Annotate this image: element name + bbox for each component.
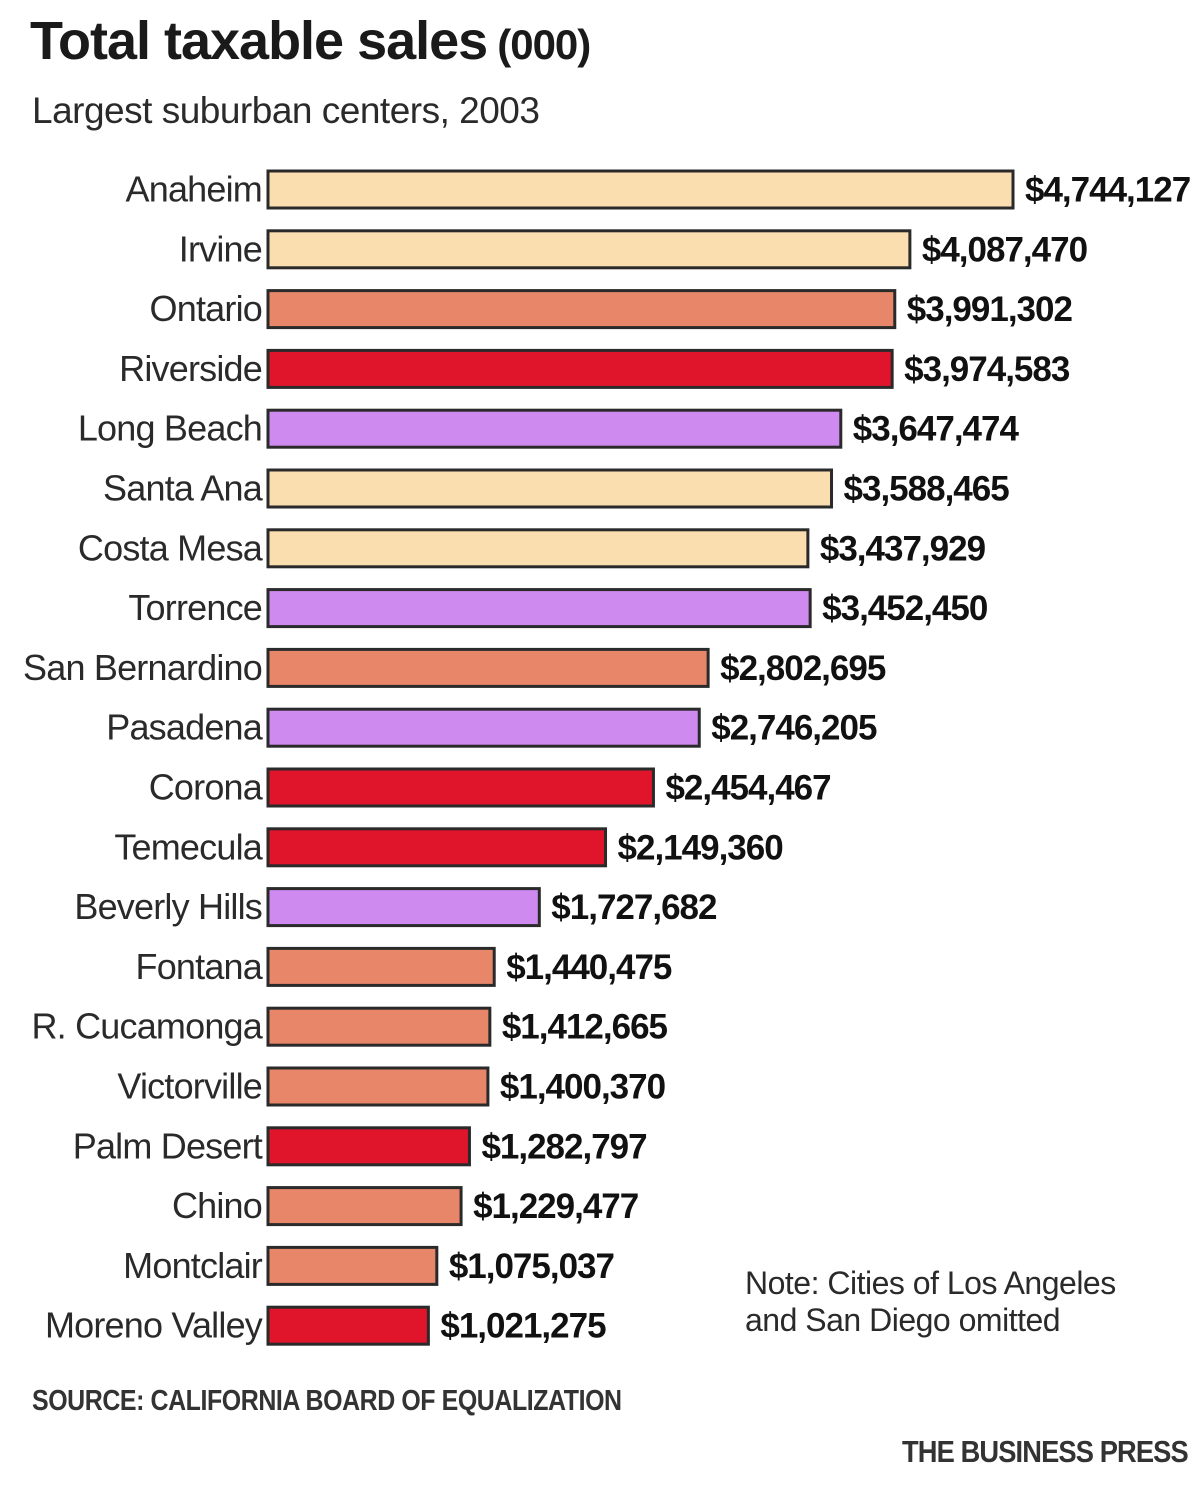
category-label-torrence: Torrence bbox=[128, 587, 262, 628]
value-label-long-beach: $3,647,474 bbox=[853, 410, 1020, 449]
category-label-beverly-hills: Beverly Hills bbox=[74, 886, 262, 927]
bar-chino bbox=[266, 1186, 463, 1227]
value-label-r-cucamonga: $1,412,665 bbox=[502, 1008, 668, 1047]
bar-pasadena bbox=[266, 707, 701, 748]
value-label-chino: $1,229,477 bbox=[473, 1187, 638, 1226]
category-label-riverside: Riverside bbox=[119, 348, 262, 389]
bar-riverside bbox=[266, 348, 894, 389]
bar-san-bernardino bbox=[266, 647, 710, 688]
bar-corona bbox=[266, 767, 655, 808]
footnote: Note: Cities of Los Angeles and San Dieg… bbox=[745, 1265, 1116, 1338]
bar-fontana bbox=[266, 946, 496, 987]
value-label-montclair: $1,075,037 bbox=[449, 1247, 614, 1286]
value-label-san-bernardino: $2,802,695 bbox=[720, 649, 886, 688]
category-label-victorville: Victorville bbox=[117, 1066, 262, 1107]
category-label-san-bernardino: San Bernardino bbox=[23, 647, 262, 688]
bar-palm-desert bbox=[266, 1126, 471, 1167]
value-label-torrence: $3,452,450 bbox=[822, 589, 988, 628]
category-label-temecula: Temecula bbox=[114, 826, 263, 867]
bar-victorville bbox=[266, 1066, 490, 1107]
bar-temecula bbox=[266, 827, 608, 868]
value-label-costa-mesa: $3,437,929 bbox=[820, 529, 986, 568]
category-label-chino: Chino bbox=[172, 1185, 262, 1226]
bar-long-beach bbox=[266, 408, 843, 449]
category-label-long-beach: Long Beach bbox=[78, 408, 262, 449]
category-label-corona: Corona bbox=[149, 767, 264, 808]
bar-r-cucamonga bbox=[266, 1006, 492, 1047]
value-label-corona: $2,454,467 bbox=[665, 769, 830, 808]
publisher-credit: THE BUSINESS PRESS bbox=[902, 1434, 1189, 1469]
title-unit: (000) bbox=[497, 21, 591, 68]
value-label-ontario: $3,991,302 bbox=[907, 290, 1073, 329]
bar-anaheim bbox=[266, 169, 1015, 210]
category-label-r-cucamonga: R. Cucamonga bbox=[31, 1006, 263, 1047]
category-label-fontana: Fontana bbox=[136, 946, 264, 987]
category-label-ontario: Ontario bbox=[150, 288, 262, 329]
value-label-palm-desert: $1,282,797 bbox=[481, 1127, 646, 1166]
category-label-moreno-valley: Moreno Valley bbox=[45, 1305, 263, 1346]
value-label-moreno-valley: $1,021,275 bbox=[440, 1307, 606, 1346]
value-label-fontana: $1,440,475 bbox=[506, 948, 672, 987]
bar-montclair bbox=[266, 1245, 439, 1286]
bar-irvine bbox=[266, 229, 912, 270]
category-label-costa-mesa: Costa Mesa bbox=[78, 527, 264, 568]
value-label-pasadena: $2,746,205 bbox=[711, 709, 877, 748]
bar-beverly-hills bbox=[266, 887, 541, 928]
value-label-victorville: $1,400,370 bbox=[500, 1068, 666, 1107]
bar-costa-mesa bbox=[266, 528, 810, 569]
value-label-santa-ana: $3,588,465 bbox=[844, 470, 1010, 509]
category-label-pasadena: Pasadena bbox=[106, 707, 264, 748]
value-label-riverside: $3,974,583 bbox=[904, 350, 1070, 389]
value-label-irvine: $4,087,470 bbox=[922, 230, 1088, 269]
category-label-anaheim: Anaheim bbox=[126, 169, 262, 210]
bar-ontario bbox=[266, 289, 897, 330]
category-label-palm-desert: Palm Desert bbox=[73, 1125, 263, 1166]
category-label-santa-ana: Santa Ana bbox=[103, 468, 264, 509]
chart-title: Total taxable sales (000) bbox=[30, 10, 591, 72]
chart-subtitle: Largest suburban centers, 2003 bbox=[32, 90, 540, 131]
title-text: Total taxable sales bbox=[30, 11, 488, 71]
value-label-beverly-hills: $1,727,682 bbox=[551, 888, 717, 927]
bar-santa-ana bbox=[266, 468, 834, 509]
bar-torrence bbox=[266, 588, 812, 629]
source-credit: SOURCE: CALIFORNIA BOARD OF EQUALIZATION bbox=[32, 1385, 622, 1417]
category-label-montclair: Montclair bbox=[123, 1245, 263, 1286]
value-label-anaheim: $4,744,127 bbox=[1025, 171, 1190, 210]
bar-moreno-valley bbox=[266, 1305, 430, 1346]
category-label-irvine: Irvine bbox=[179, 228, 262, 269]
value-label-temecula: $2,149,360 bbox=[618, 828, 784, 867]
